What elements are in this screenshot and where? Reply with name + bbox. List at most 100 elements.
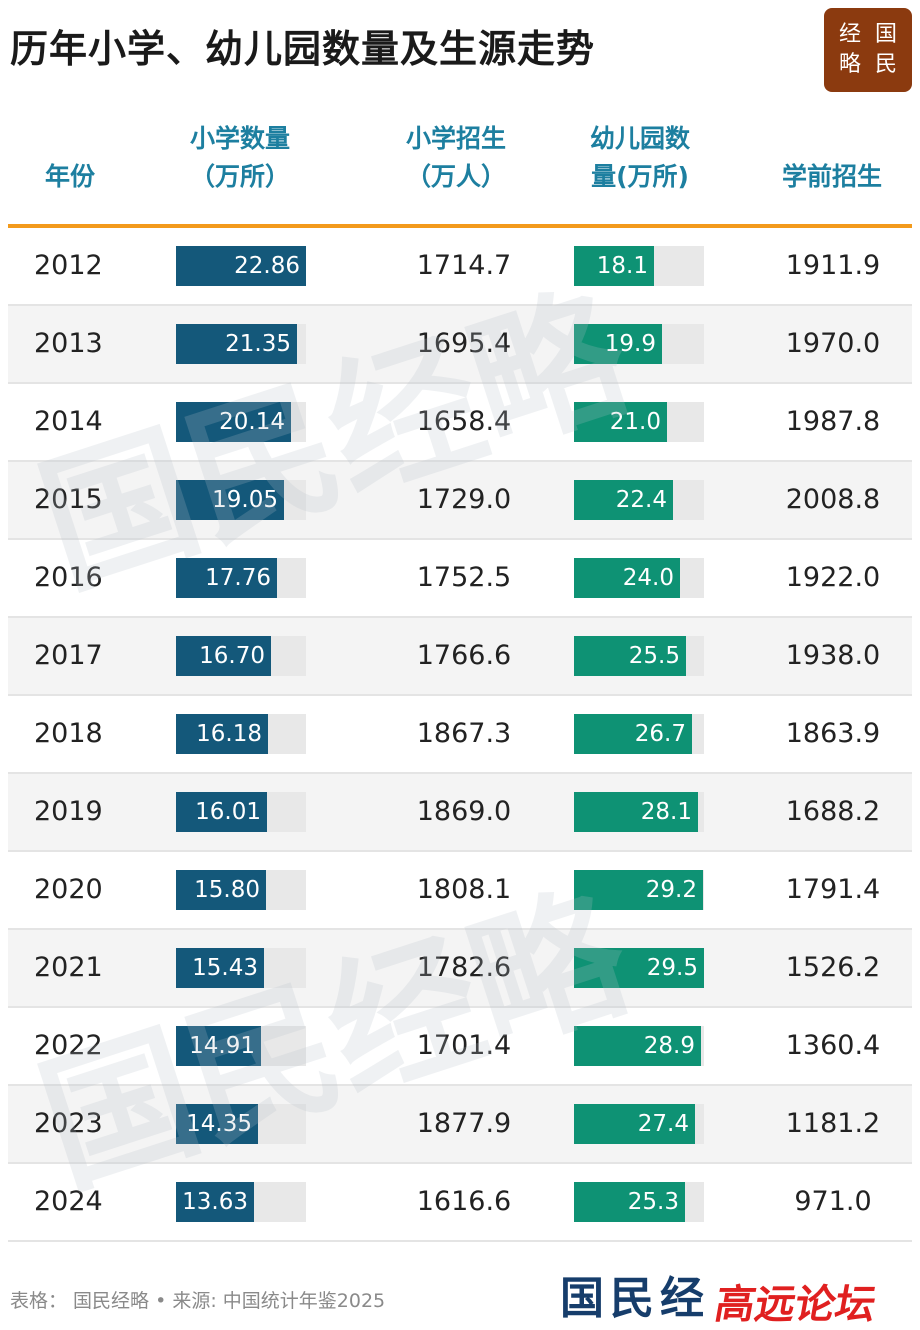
primary-recruit-cell: 1752.5 [416,562,512,593]
primary-recruit-cell: 1766.6 [416,640,512,671]
kindergartens-value-label: 28.9 [643,1033,695,1059]
brand-logo: 经 国 略 民 [824,8,912,92]
kindergartens-value-label: 25.5 [628,643,680,669]
primary-schools-value-label: 17.76 [205,565,271,591]
preschool-recruit-cell: 2008.8 [785,484,881,515]
kindergartens-track: 25.5 [574,636,704,676]
header-year: 年份 [44,162,95,191]
primary-schools-bar: 13.63 [176,1182,254,1222]
preschool-recruit-cell: 1791.4 [785,874,881,905]
preschool-recruit-cell: 1911.9 [785,250,881,281]
primary-schools-value-label: 19.05 [212,487,278,513]
year-cell: 2015 [34,484,103,515]
primary-schools-bar: 16.01 [176,792,267,832]
primary-schools-track: 14.91 [176,1026,306,1066]
kindergartens-value-label: 24.0 [622,565,674,591]
header-primary-recruit: 小学招生 （万人） [376,120,536,196]
kindergartens-track: 21.0 [574,402,704,442]
primary-schools-value-label: 14.91 [189,1033,255,1059]
table-row: 2015 19.05 1729.0 22.4 2008.8 [8,462,912,540]
year-cell: 2014 [34,406,103,437]
primary-schools-track: 17.76 [176,558,306,598]
table-row: 2024 13.63 1616.6 25.3 971.0 [8,1164,912,1242]
kindergartens-value-label: 18.1 [596,253,648,279]
kindergartens-track: 26.7 [574,714,704,754]
header-schools: 小学数量 （万所） [160,120,320,196]
kindergartens-bar: 25.5 [574,636,686,676]
kindergartens-track: 18.1 [574,246,704,286]
primary-recruit-cell: 1701.4 [416,1030,512,1061]
primary-schools-value-label: 21.35 [225,331,291,357]
table-header: 年份 小学数量 （万所） 小学招生 （万人） 幼儿园数 量(万所) 学前招生 [0,120,920,224]
primary-schools-track: 15.80 [176,870,306,910]
primary-schools-value-label: 22.86 [234,253,300,279]
kindergartens-track: 27.4 [574,1104,704,1144]
kindergartens-bar: 29.2 [574,870,703,910]
year-cell: 2019 [34,796,103,827]
primary-schools-track: 22.86 [176,246,306,286]
header-kindergartens: 幼儿园数 量(万所) [560,120,720,196]
kindergartens-value-label: 28.1 [640,799,692,825]
primary-schools-track: 21.35 [176,324,306,364]
header-kindergartens-line2: 量(万所) [591,162,689,191]
preschool-recruit-cell: 1987.8 [785,406,881,437]
kindergartens-track: 29.2 [574,870,704,910]
primary-recruit-cell: 1658.4 [416,406,512,437]
table-row: 2020 15.80 1808.1 29.2 1791.4 [8,852,912,930]
primary-schools-value-label: 13.63 [182,1189,248,1215]
primary-schools-bar: 21.35 [176,324,297,364]
table-row: 2013 21.35 1695.4 19.9 1970.0 [8,306,912,384]
primary-schools-bar: 19.05 [176,480,284,520]
footer-brand-overlay: 高远论坛 [711,1282,880,1328]
table-row: 2023 14.35 1877.9 27.4 1181.2 [8,1086,912,1164]
year-cell: 2023 [34,1108,103,1139]
primary-recruit-cell: 1695.4 [416,328,512,359]
primary-schools-bar: 16.70 [176,636,271,676]
kindergartens-value-label: 19.9 [604,331,656,357]
primary-recruit-cell: 1729.0 [416,484,512,515]
kindergartens-bar: 22.4 [574,480,673,520]
kindergartens-track: 24.0 [574,558,704,598]
preschool-recruit-cell: 1970.0 [785,328,881,359]
preschool-recruit-cell: 1181.2 [785,1108,881,1139]
primary-schools-value-label: 16.70 [199,643,265,669]
kindergartens-value-label: 29.5 [646,955,698,981]
primary-schools-bar: 15.43 [176,948,264,988]
kindergartens-bar: 25.3 [574,1182,685,1222]
preschool-recruit-cell: 1922.0 [785,562,881,593]
primary-recruit-cell: 1869.0 [416,796,512,827]
kindergartens-track: 28.1 [574,792,704,832]
preschool-recruit-cell: 1938.0 [785,640,881,671]
primary-schools-track: 19.05 [176,480,306,520]
primary-recruit-cell: 1782.6 [416,952,512,983]
preschool-recruit-cell: 1360.4 [785,1030,881,1061]
primary-recruit-cell: 1877.9 [416,1108,512,1139]
preschool-recruit-cell: 1688.2 [785,796,881,827]
kindergartens-bar: 26.7 [574,714,692,754]
primary-recruit-cell: 1616.6 [416,1186,512,1217]
footer-brand: 国民经 [560,1273,710,1324]
kindergartens-bar: 27.4 [574,1104,695,1144]
preschool-recruit-cell: 1863.9 [785,718,881,749]
year-cell: 2021 [34,952,103,983]
primary-schools-bar: 15.80 [176,870,266,910]
kindergartens-track: 19.9 [574,324,704,364]
kindergartens-value-label: 29.2 [645,877,697,903]
table-row: 2016 17.76 1752.5 24.0 1922.0 [8,540,912,618]
kindergartens-bar: 18.1 [574,246,654,286]
primary-schools-track: 20.14 [176,402,306,442]
header-schools-line2: （万所） [189,162,290,191]
year-cell: 2020 [34,874,103,905]
kindergartens-track: 29.5 [574,948,704,988]
preschool-recruit-cell: 971.0 [794,1186,872,1217]
primary-schools-value-label: 14.35 [186,1111,252,1137]
kindergartens-value-label: 27.4 [637,1111,689,1137]
primary-schools-track: 16.18 [176,714,306,754]
kindergartens-value-label: 21.0 [609,409,661,435]
primary-schools-bar: 14.91 [176,1026,261,1066]
kindergartens-value-label: 22.4 [615,487,667,513]
table-row: 2019 16.01 1869.0 28.1 1688.2 [8,774,912,852]
preschool-recruit-cell: 1526.2 [785,952,881,983]
header-preschool-recruit: 学前招生 [781,162,882,191]
year-cell: 2017 [34,640,103,671]
